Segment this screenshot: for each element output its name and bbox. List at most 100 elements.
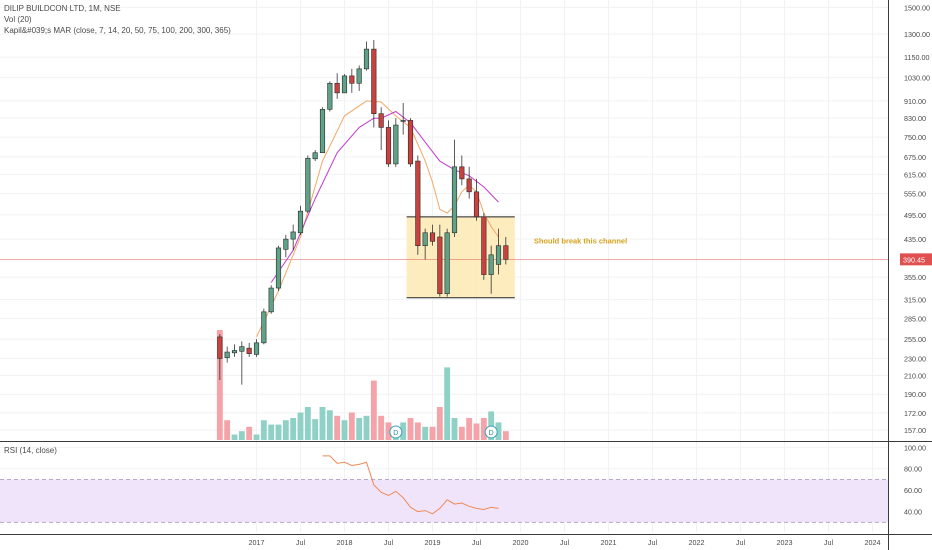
candle-body xyxy=(415,160,421,246)
volume-bar xyxy=(348,412,355,440)
candle-body xyxy=(393,124,399,165)
volume-bar xyxy=(312,419,319,440)
candle-body xyxy=(341,75,348,94)
candle-body xyxy=(481,216,487,275)
rsi-series-line xyxy=(322,455,499,515)
price-tick-label: 1150.00 xyxy=(904,53,929,62)
candlesticks[interactable] xyxy=(217,39,509,385)
candle-body xyxy=(407,120,414,165)
candle-body xyxy=(466,178,472,193)
candle-body xyxy=(400,120,406,122)
volume-bar xyxy=(407,418,414,440)
time-tick-label: Jul xyxy=(472,538,482,547)
rsi-band-fill xyxy=(0,479,888,523)
volume-bar xyxy=(216,330,223,440)
time-tick-label: 2023 xyxy=(777,538,793,547)
candle-body xyxy=(290,231,296,240)
time-tick-label: Jul xyxy=(560,538,570,547)
candle-body xyxy=(378,113,384,128)
volume-bar xyxy=(414,422,421,440)
volume-bar xyxy=(495,422,502,440)
volume-bar xyxy=(290,418,297,440)
volume-bar xyxy=(224,420,231,440)
candle-body xyxy=(349,75,355,84)
price-tick-label: 230.00 xyxy=(904,354,926,363)
volume-bar xyxy=(363,415,370,440)
candle-body xyxy=(283,238,289,250)
price-tick-label: 255.00 xyxy=(904,335,926,344)
rsi-line xyxy=(322,455,499,515)
price-tick-label: 190.00 xyxy=(904,390,926,399)
candle-body xyxy=(451,166,458,234)
candle-body xyxy=(473,191,480,218)
rsi-tick-label: 100.00 xyxy=(904,443,926,452)
volume-bar xyxy=(451,418,458,440)
candle-body xyxy=(261,311,267,344)
rsi-band xyxy=(0,478,888,523)
volume-bar xyxy=(282,420,289,440)
channel-annotation[interactable]: Should break this channel xyxy=(534,236,627,245)
volume-bar xyxy=(356,418,363,440)
price-tick-label: 172.00 xyxy=(904,409,926,418)
rsi-tick-label: 80.00 xyxy=(904,465,922,474)
time-tick-label: 2022 xyxy=(689,538,705,547)
candle-body xyxy=(297,210,304,234)
volume-legend[interactable]: Vol (20) xyxy=(4,15,32,24)
volume-bar xyxy=(429,426,436,440)
candle-body xyxy=(268,287,274,313)
volume-bar xyxy=(275,424,282,440)
volume-bar xyxy=(378,415,385,440)
volume-bar xyxy=(385,422,392,440)
price-tick-label: 355.00 xyxy=(904,273,926,282)
candle-body xyxy=(503,245,509,260)
volume-bar xyxy=(334,415,341,440)
volume-bar xyxy=(436,407,443,440)
symbol-title[interactable]: DILIP BUILDCON LTD, 1M, NSE xyxy=(4,4,121,13)
volume-bar xyxy=(304,407,311,440)
price-tick-label: 830.00 xyxy=(904,114,926,123)
candle-body xyxy=(437,236,443,295)
time-tick-label: 2024 xyxy=(865,538,881,547)
candle-body xyxy=(327,82,333,110)
candle-body xyxy=(459,166,465,180)
price-tick-label: 157.00 xyxy=(904,426,926,435)
candle-body xyxy=(231,350,238,354)
candle-body xyxy=(429,232,436,242)
candle-body xyxy=(363,48,370,70)
candle-body xyxy=(253,342,260,355)
volume-bar xyxy=(253,434,260,440)
rsi-tick-label: 60.00 xyxy=(904,486,922,495)
price-tick-label: 435.00 xyxy=(904,235,926,244)
time-tick-label: 2021 xyxy=(601,538,617,547)
volume-bar xyxy=(444,367,451,440)
price-tick-label: 675.00 xyxy=(904,153,926,162)
candle-body xyxy=(356,68,362,84)
candle-body xyxy=(444,232,450,295)
candle-body xyxy=(246,347,252,354)
dividend-marker-label: D xyxy=(393,430,398,437)
rsi-legend[interactable]: RSI (14, close) xyxy=(4,446,57,455)
candle-body xyxy=(305,157,311,212)
candle-body xyxy=(495,245,502,265)
volume-bar xyxy=(231,434,238,440)
volume-bar xyxy=(502,431,509,440)
candle-body xyxy=(224,351,230,358)
volume-bar xyxy=(400,422,407,440)
candle-body xyxy=(239,346,245,352)
price-tick-label: 1500.00 xyxy=(904,3,930,12)
dividend-marker xyxy=(389,425,403,439)
time-tick-label: Jul xyxy=(648,538,658,547)
candle-body xyxy=(312,152,318,160)
last-price-label: 390.45 xyxy=(903,255,925,264)
time-tick-label: 2020 xyxy=(513,538,529,547)
price-tick-label: 1300.00 xyxy=(904,30,930,39)
volume-bar xyxy=(480,418,487,440)
ma-legend[interactable]: Kapil&#039;s MAR (close, 7, 14, 20, 50, … xyxy=(4,26,231,35)
time-tick-label: Jul xyxy=(736,538,746,547)
candle-body xyxy=(385,127,392,165)
candle-body xyxy=(422,232,428,246)
dividend-marker xyxy=(484,425,498,439)
